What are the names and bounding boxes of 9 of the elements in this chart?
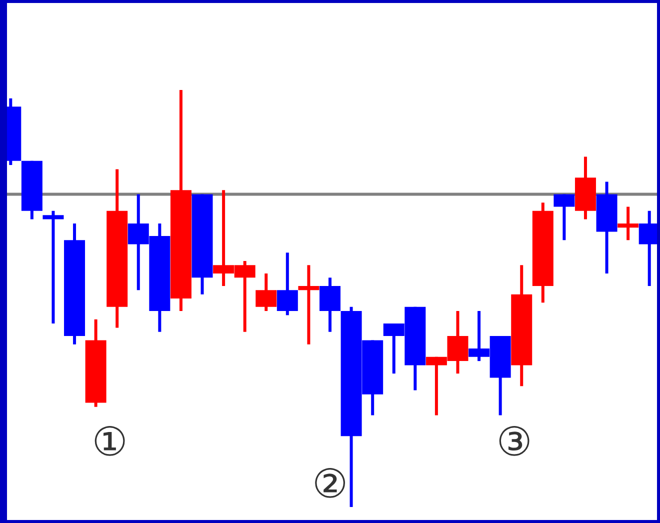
- candlestick: [256, 273, 277, 312]
- annotation: ①: [92, 419, 128, 466]
- annotation: ②: [312, 461, 348, 508]
- annotation: ③: [496, 419, 532, 466]
- candlestick: [554, 194, 575, 240]
- candlestick: [298, 265, 320, 344]
- candlestick: [618, 206, 639, 240]
- candlestick: [276, 252, 298, 316]
- candlestick: [42, 210, 64, 324]
